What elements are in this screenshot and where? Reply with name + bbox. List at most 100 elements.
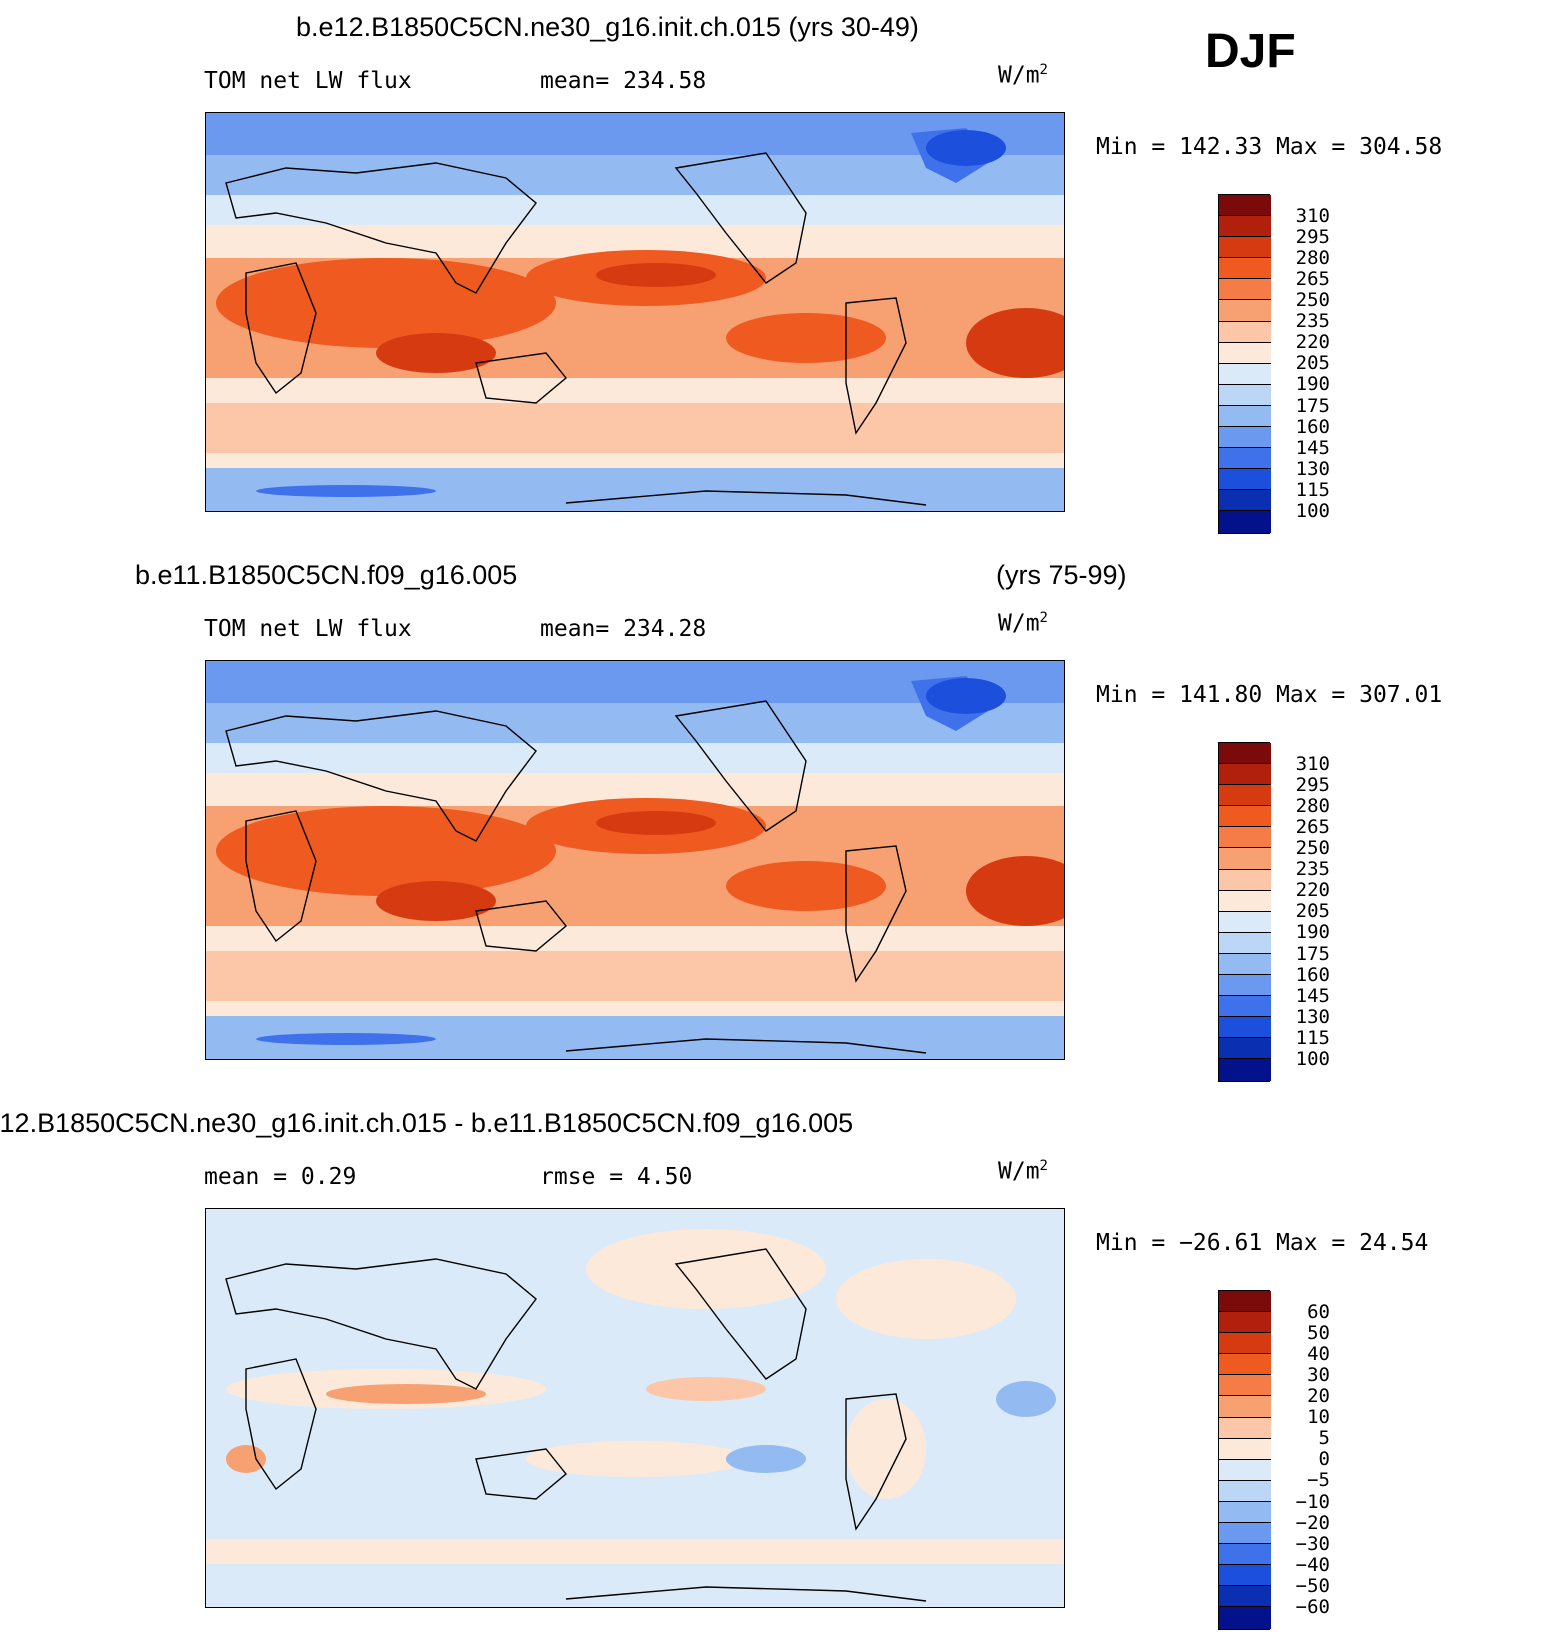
colorbar-swatch [1219,848,1271,870]
colorbar-swatch [1219,827,1271,849]
colorbar-swatch [1219,469,1271,491]
colorbar-tick-label: −40 [1295,1553,1330,1576]
north-high-lat-band [206,155,1064,195]
colorbar-swatch [1219,1059,1271,1081]
antarctica-coast [565,1586,927,1602]
colorbar-swatch [1219,1459,1271,1481]
colorbar-swatch [1219,1038,1271,1060]
colorbar-tick-label: 295 [1295,773,1330,796]
australia-coast [475,1448,567,1500]
colorbar-swatch [1219,300,1271,322]
north-america-coast [674,1248,807,1380]
colorbar-tick-label: 190 [1295,373,1330,396]
colorbar-tick-label: −5 [1307,1469,1330,1492]
units-label: W/m2 [998,1158,1048,1185]
antarctica-coast [565,1038,927,1054]
colorbar-tick-label: 115 [1295,478,1330,501]
colorbar-swatch [1219,342,1271,364]
colorbar-tick-label: 0 [1318,1448,1330,1471]
africa-coast [245,262,317,395]
eurasia-coast [225,710,537,842]
minmax-label: Min = −26.61 Max = 24.54 [1096,1230,1429,1256]
colorbar-tick-label: 205 [1295,352,1330,375]
colorbar-tick-label: 5 [1318,1427,1330,1450]
colorbar-swatch [1219,1565,1271,1587]
colorbar-swatch [1219,1396,1271,1418]
colorbar-tick-label: 20 [1307,1385,1330,1407]
colorbar-tick-label: 100 [1295,1048,1330,1070]
colorbar-tick-label: 40 [1307,1342,1330,1365]
colorbar-tick-label: 160 [1295,963,1330,986]
tropical-max-spac [726,861,886,911]
colorbar-3 [1218,1290,1271,1630]
colorbar-swatch [1219,932,1271,954]
tropical-max-atl [966,308,1064,378]
colorbar-swatch [1219,490,1271,512]
diff-positive-southern-band [206,1539,1064,1564]
north-america-coast [674,152,807,284]
antarctica-coast [565,490,927,506]
colorbar-swatches [1218,194,1271,534]
colorbar-tick-label: −50 [1295,1574,1330,1597]
colorbar-tick-label: 250 [1295,289,1330,311]
minmax-label: Min = 141.80 Max = 307.01 [1096,682,1443,708]
colorbar-tick-label: 100 [1295,500,1330,522]
climate-field-map [206,661,1064,1059]
diff-positive-na [836,1259,1016,1339]
colorbar-tick-label: 280 [1295,794,1330,817]
colorbar-swatch [1219,975,1271,997]
colorbar-swatch [1219,1586,1271,1608]
colorbar-swatch [1219,427,1271,449]
difference-field-map [206,1209,1064,1607]
africa-coast [245,810,317,943]
tropical-max-indian [216,806,556,896]
tropical-max-indian [216,258,556,348]
colorbar-tick-label: 205 [1295,900,1330,923]
colorbar-swatch [1219,363,1271,385]
diff-positive-pac [586,1229,826,1309]
southern-subtropic-band [206,951,1064,1001]
colorbar-swatch [1219,743,1271,765]
south-america-coast [845,297,907,435]
panel-title: b.e12.B1850C5CN.ne30_g16.init.ch.015 - b… [0,1108,854,1138]
colorbar-swatch [1219,195,1271,217]
antarctic-core [256,485,436,497]
coastlines [225,152,927,506]
mean-label: mean= 234.58 [540,68,707,94]
tropical-max-spac [726,313,886,363]
colorbar-swatch [1219,764,1271,786]
colorbar-2 [1218,742,1271,1082]
colorbar-swatch [1219,953,1271,976]
africa-coast [245,1358,317,1491]
colorbar-tick-label: −10 [1295,1490,1330,1513]
diff-negative-spac [726,1445,806,1473]
colorbar-swatch [1219,1291,1271,1313]
colorbar-swatch [1219,1607,1271,1629]
diff-positive-spac [526,1441,746,1477]
minmax-label: Min = 142.33 Max = 304.58 [1096,134,1443,160]
north-mid-lat-band [206,195,1064,225]
colorbar-tick-label: 145 [1295,984,1330,1007]
colorbar-tick-label: 265 [1295,815,1330,838]
climate-field-map [206,113,1064,511]
colorbar-swatch [1219,448,1271,470]
map-panel-2 [205,660,1065,1060]
colorbar-tick-label: 220 [1295,879,1330,902]
colorbar-swatch [1219,911,1271,933]
antarctic-core [256,1033,436,1045]
north-america-coast [674,700,807,832]
colorbar-tick-label: 310 [1295,752,1330,775]
colorbar-tick-label: 10 [1307,1406,1330,1429]
colorbar-tick-label: 130 [1295,457,1330,480]
colorbar-swatch [1219,996,1271,1018]
colorbar-swatch [1219,1523,1271,1545]
colorbar-tick-label: 30 [1307,1363,1330,1386]
colorbar-swatch [1219,384,1271,406]
eurasia-coast [225,162,537,294]
colorbar-swatch [1219,1375,1271,1397]
colorbar-tick-label: 220 [1295,331,1330,354]
mean-label: mean = 0.29 [204,1164,357,1190]
colorbar-tick-label: 235 [1295,310,1330,333]
colorbar-tick-label: 175 [1295,942,1330,965]
tropical-core-indian [376,333,496,373]
